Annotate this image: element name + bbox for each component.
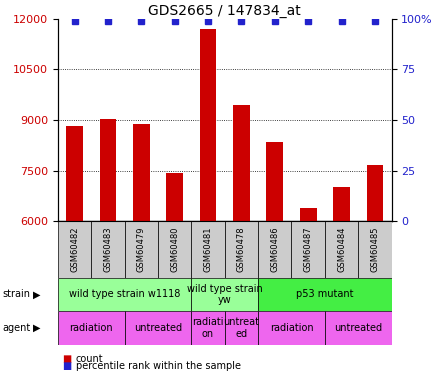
Bar — [91, 221, 125, 278]
Bar — [300, 209, 316, 221]
Bar — [225, 311, 258, 345]
Bar — [125, 311, 191, 345]
Bar — [58, 311, 125, 345]
Bar — [291, 221, 325, 278]
Bar — [58, 278, 191, 311]
Text: GSM60482: GSM60482 — [70, 226, 79, 272]
Text: GSM60479: GSM60479 — [137, 226, 146, 272]
Text: untreat
ed: untreat ed — [223, 317, 259, 339]
Text: ▶: ▶ — [33, 290, 41, 299]
Text: GSM60480: GSM60480 — [170, 226, 179, 272]
Bar — [191, 311, 225, 345]
Bar — [367, 165, 383, 221]
Bar — [358, 221, 392, 278]
Text: GSM60484: GSM60484 — [337, 226, 346, 272]
Bar — [258, 278, 392, 311]
Text: percentile rank within the sample: percentile rank within the sample — [76, 362, 241, 371]
Text: GSM60485: GSM60485 — [370, 226, 380, 272]
Text: wild type strain w1118: wild type strain w1118 — [69, 290, 180, 299]
Bar — [158, 221, 191, 278]
Bar — [258, 311, 325, 345]
Text: GSM60481: GSM60481 — [203, 226, 213, 272]
Text: GSM60487: GSM60487 — [303, 226, 313, 272]
Text: ▶: ▶ — [33, 323, 41, 333]
Bar — [325, 221, 358, 278]
Text: radiati
on: radiati on — [192, 317, 224, 339]
Text: untreated: untreated — [134, 323, 182, 333]
Bar — [191, 221, 225, 278]
Text: strain: strain — [2, 290, 30, 299]
Bar — [200, 29, 216, 221]
Text: p53 mutant: p53 mutant — [296, 290, 354, 299]
Text: GSM60486: GSM60486 — [270, 226, 279, 272]
Text: wild type strain
yw: wild type strain yw — [187, 284, 263, 305]
Bar — [133, 124, 150, 221]
Bar — [225, 221, 258, 278]
Text: ■: ■ — [62, 354, 72, 364]
Bar — [66, 126, 83, 221]
Text: untreated: untreated — [334, 323, 382, 333]
Bar — [191, 278, 258, 311]
Text: GSM60478: GSM60478 — [237, 226, 246, 272]
Bar — [166, 173, 183, 221]
Text: agent: agent — [2, 323, 30, 333]
Text: radiation: radiation — [69, 323, 113, 333]
Bar — [325, 311, 392, 345]
Bar — [258, 221, 291, 278]
Bar — [267, 142, 283, 221]
Bar — [100, 119, 116, 221]
Bar — [58, 221, 91, 278]
Bar — [125, 221, 158, 278]
Title: GDS2665 / 147834_at: GDS2665 / 147834_at — [148, 4, 301, 18]
Bar — [233, 105, 250, 221]
Text: ■: ■ — [62, 362, 72, 371]
Text: GSM60483: GSM60483 — [103, 226, 113, 272]
Text: radiation: radiation — [270, 323, 313, 333]
Text: count: count — [76, 354, 103, 364]
Bar — [333, 187, 350, 221]
